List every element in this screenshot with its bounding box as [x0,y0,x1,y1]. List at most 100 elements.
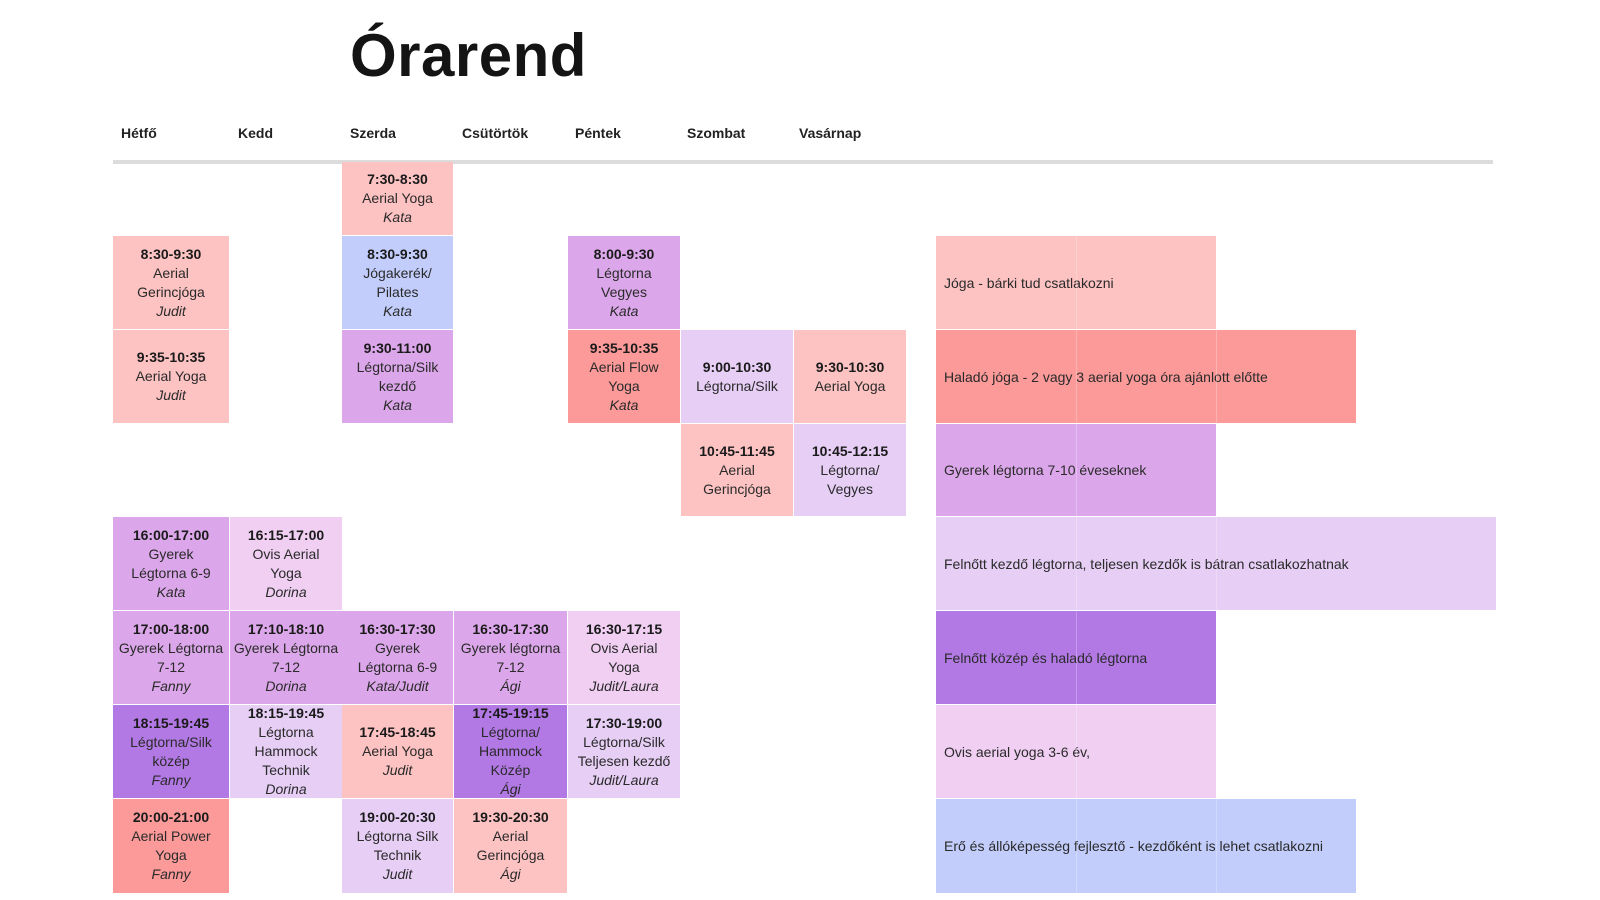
class-cell[interactable]: 9:30-11:00 Légtorna/Silk kezdő Kata [342,330,453,423]
class-cell[interactable]: 9:30-10:30 Aerial Yoga [794,330,906,423]
class-cell[interactable]: 8:30-9:30 Jógakerék/ Pilates Kata [342,236,453,329]
class-cell[interactable]: 7:30-8:30 Aerial Yoga Kata [342,162,453,235]
class-time: 18:15-19:45 [247,705,325,721]
class-name: Ovis Aerial Yoga [252,545,320,581]
legend-label: Felnőtt közép és haladó légtorna [944,649,1148,666]
day-header-pentek: Péntek [575,125,621,141]
class-cell[interactable]: 8:00-9:30 Légtorna Vegyes Kata [568,236,680,329]
class-time: 16:15-17:00 [247,526,325,543]
class-name: Gyerek Légtorna 6-9 [131,545,211,581]
page-title: Órarend [350,22,587,89]
class-time: 10:45-12:15 [811,442,889,459]
class-cell[interactable]: 17:45-19:15 Légtorna/ Hammock Közép Ági [454,705,567,798]
class-cell[interactable]: 17:45-18:45 Aerial Yoga Judit [342,705,453,798]
class-name: Aerial Gerincjóga [476,828,545,863]
day-header-szerda: Szerda [350,125,396,141]
class-teacher: Dorina [265,781,307,797]
class-teacher: Fanny [151,677,191,694]
class-time: 9:30-10:30 [815,358,885,375]
class-time: 19:30-20:30 [472,809,549,825]
header-divider [113,160,1493,164]
class-name: Aerial Yoga [362,190,433,206]
class-name: Aerial Gerincjóga [703,461,771,497]
class-cell[interactable]: 16:30-17:15 Ovis Aerial Yoga Judit/Laura [568,611,680,704]
class-name: Légtorna Hammock Technik [254,724,318,778]
class-name: Légtorna/Silk kezdő [356,358,439,394]
class-name: Aerial Flow Yoga [589,358,659,394]
day-header-vasarnap: Vasárnap [799,125,862,141]
class-teacher: Judit [156,387,186,403]
class-time: 18:15-19:45 [132,714,210,731]
class-time: 17:00-18:00 [132,620,210,637]
class-time: 8:00-9:30 [593,245,655,262]
class-teacher: Dorina [265,677,307,694]
class-cell[interactable]: 16:00-17:00 Gyerek Légtorna 6-9 Kata [113,517,229,610]
legend-ero: Erő és állóképesség fejlesztő - kezdőkén… [936,799,1356,893]
class-cell[interactable]: 9:35-10:35 Aerial Flow Yoga Kata [568,330,680,423]
legend-label: Jóga - bárki tud csatlakozni [944,274,1114,291]
class-name: Gyerek Légtorna 6-9 [357,639,438,675]
class-time: 7:30-8:30 [367,171,428,187]
class-name: Aerial Yoga [362,743,433,759]
class-teacher: Judit [382,762,413,778]
class-cell[interactable]: 18:15-19:45 Légtorna Hammock Technik Dor… [230,705,342,798]
class-name: Gyerek légtorna 7-12 [460,639,561,675]
class-cell[interactable]: 16:30-17:30 Gyerek Légtorna 6-9 Kata/Jud… [342,611,453,704]
class-name: Légtorna/Silk közép [130,733,212,769]
class-time: 9:35-10:35 [136,349,206,365]
class-teacher: Kata [383,209,412,225]
class-cell[interactable]: 17:00-18:00 Gyerek Légtorna 7-12 Fanny [113,611,229,704]
class-cell[interactable]: 8:30-9:30 Aerial Gerincjóga Judit [113,236,229,329]
legend-joga: Jóga - bárki tud csatlakozni [936,236,1216,329]
class-name: Ovis Aerial Yoga [590,639,658,675]
class-name: Légtorna/Silk [696,377,778,394]
class-name: Légtorna/ Hammock Közép [478,724,542,778]
class-cell[interactable]: 16:30-17:30 Gyerek légtorna 7-12 Ági [454,611,567,704]
class-name: Légtorna/Silk Teljesen kezdő [577,733,671,769]
class-time: 17:45-19:15 [472,705,549,721]
legend-gyerek: Gyerek légtorna 7-10 éveseknek [936,424,1216,516]
class-cell[interactable]: 16:15-17:00 Ovis Aerial Yoga Dorina [230,517,342,610]
class-time: 9:00-10:30 [702,358,772,375]
class-teacher: Kata/Judit [366,677,429,694]
class-name: Gyerek Légtorna 7-12 [233,639,339,675]
legend-felnott-kezdo: Felnőtt kezdő légtorna, teljesen kezdők … [936,517,1496,610]
class-name: Aerial Yoga [135,368,207,384]
class-cell[interactable]: 19:30-20:30 Aerial Gerincjóga Ági [454,799,567,893]
class-time: 19:00-20:30 [359,809,436,825]
class-time: 20:00-21:00 [132,809,210,825]
class-teacher: Kata [609,302,639,319]
class-teacher: Kata [609,396,639,413]
class-cell[interactable]: 9:35-10:35 Aerial Yoga Judit [113,330,229,423]
class-name: Légtorna Silk Technik [356,828,439,863]
class-cell[interactable]: 19:00-20:30 Légtorna Silk Technik Judit [342,799,453,893]
class-name: Gyerek Légtorna 7-12 [118,639,224,675]
class-name: Aerial Power Yoga [131,828,211,863]
class-time: 10:45-11:45 [699,442,775,459]
class-time: 17:45-18:45 [359,724,436,740]
class-time: 16:30-17:30 [472,620,549,637]
class-teacher: Ági [500,677,521,694]
class-teacher: Dorina [265,583,307,600]
class-cell[interactable]: 10:45-12:15 Légtorna/ Vegyes [794,424,906,516]
class-cell[interactable]: 17:30-19:00 Légtorna/Silk Teljesen kezdő… [568,705,680,798]
day-header-szombat: Szombat [687,125,746,141]
legend-label: Erő és állóképesség fejlesztő - kezdőkén… [944,838,1323,854]
class-time: 9:30-11:00 [363,339,432,356]
class-cell[interactable]: 9:00-10:30 Légtorna/Silk [681,330,793,423]
class-teacher: Judit [382,866,413,882]
legend-ovis: Ovis aerial yoga 3-6 év, [936,705,1216,798]
class-time: 16:00-17:00 [132,526,210,543]
class-cell[interactable]: 18:15-19:45 Légtorna/Silk közép Fanny [113,705,229,798]
class-cell[interactable]: 10:45-11:45 Aerial Gerincjóga [681,424,793,516]
class-time: 8:30-9:30 [140,245,202,262]
day-header-kedd: Kedd [238,125,273,141]
class-teacher: Judit/Laura [589,677,659,694]
class-teacher: Kata [156,583,186,600]
class-teacher: Kata [383,302,412,319]
class-teacher: Fanny [151,866,191,882]
legend-label: Ovis aerial yoga 3-6 év, [944,743,1091,760]
class-time: 8:30-9:30 [367,245,428,262]
class-cell[interactable]: 20:00-21:00 Aerial Power Yoga Fanny [113,799,229,893]
class-cell[interactable]: 17:10-18:10 Gyerek Légtorna 7-12 Dorina [230,611,342,704]
